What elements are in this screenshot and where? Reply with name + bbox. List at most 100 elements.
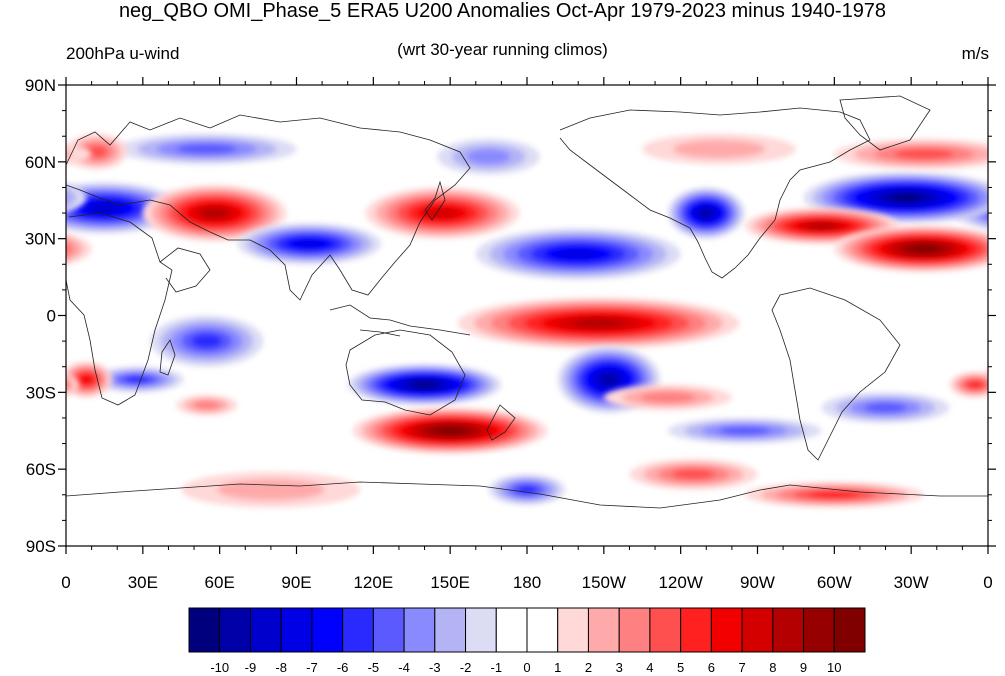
- anomaly-contour: [201, 208, 228, 219]
- lon-tick-label: 60W: [817, 573, 852, 592]
- colorbar-box: [772, 607, 805, 653]
- anomaly-blob-17: [347, 364, 502, 406]
- lon-tick-label: 0: [983, 573, 992, 592]
- colorbar-label: 1: [554, 660, 561, 675]
- lat-tick-label: 30S: [26, 383, 56, 402]
- units-label: m/s: [961, 44, 989, 63]
- anomaly-contour: [413, 381, 436, 388]
- colorbar-box: [342, 607, 374, 653]
- lon-tick-label: 30W: [894, 573, 929, 592]
- anomaly-field: [66, 133, 988, 508]
- colorbar-boxes: [188, 607, 866, 653]
- anomaly-contour: [466, 149, 511, 165]
- colorbar-label: 4: [646, 660, 653, 675]
- anomaly-blob-21: [667, 417, 822, 444]
- lat-tick-label: 90N: [25, 76, 56, 95]
- colorbar-box: [495, 607, 528, 653]
- lat-tick-label: 90S: [26, 537, 56, 556]
- anomaly-blob-7: [475, 228, 681, 280]
- anomaly-blob-6: [237, 223, 382, 265]
- axis-ticks: [58, 77, 996, 554]
- anomaly-blob-29: [66, 371, 988, 398]
- colorbar-label: -9: [245, 660, 257, 675]
- anomaly-contour: [436, 427, 465, 435]
- colorbar-box: [803, 607, 835, 653]
- colorbar-box: [188, 607, 221, 653]
- colorbar-box: [280, 607, 313, 653]
- colorbar-label: 2: [585, 660, 592, 675]
- anomaly-contour: [176, 143, 237, 155]
- colorbar-box: [526, 607, 559, 653]
- colorbar-box: [557, 607, 589, 653]
- anomaly-contour: [573, 318, 624, 328]
- anomaly-blob-10: [744, 207, 899, 244]
- colorbar-box: [649, 607, 682, 653]
- plot-title: neg_QBO OMI_Phase_5 ERA5 U200 Anomalies …: [118, 0, 887, 22]
- lon-tick-label: 150W: [582, 573, 626, 592]
- lon-tick-label: 90E: [281, 573, 311, 592]
- anomaly-contour: [672, 469, 715, 480]
- colorbar-label: 6: [708, 660, 715, 675]
- anomaly-blob-25: [744, 481, 924, 508]
- latitude-axis: 90N 60N 30N 0 30S 60S 90S: [25, 76, 56, 556]
- colorbar-box: [219, 607, 251, 653]
- colorbar-box: [311, 607, 344, 653]
- colorbar-box: [587, 607, 620, 653]
- lon-tick-label: 120W: [658, 573, 702, 592]
- colorbar-label: 8: [769, 660, 776, 675]
- colorbar-label: -2: [460, 660, 472, 675]
- anomaly-contour: [86, 145, 107, 158]
- colorbar-label: -6: [337, 660, 349, 675]
- lon-tick-label: 30E: [128, 573, 158, 592]
- anomaly-blob-28: [176, 394, 238, 416]
- colorbar-box: [833, 607, 866, 653]
- colorbar-box: [618, 607, 651, 653]
- anomaly-contour: [191, 334, 223, 349]
- coastlines: [66, 95, 988, 509]
- colorbar-box: [372, 607, 405, 653]
- colorbar-label: 9: [800, 660, 807, 675]
- anomaly-blob-19: [352, 407, 548, 454]
- anomaly-contour: [600, 374, 618, 385]
- anomaly-contour: [80, 375, 93, 384]
- variable-label: 200hPa u-wind: [66, 44, 180, 63]
- colorbar-label: 3: [616, 660, 623, 675]
- lon-tick-label: 150E: [430, 573, 470, 592]
- anomaly-contour: [891, 194, 921, 202]
- anomaly-contour: [66, 186, 77, 209]
- anomaly-blob-5: [365, 187, 520, 239]
- lat-tick-label: 60S: [26, 460, 56, 479]
- anomaly-contour: [90, 203, 118, 213]
- colorbar-box: [680, 607, 712, 653]
- anomaly-blob-22: [821, 392, 950, 424]
- lat-tick-label: 60N: [25, 153, 56, 172]
- colorbar-box: [249, 607, 282, 653]
- longitude-axis: 0 30E 60E 90E 120E 150E 180 150W 120W 90W 60W 30W 0: [61, 573, 992, 592]
- anomaly-blob-11: [66, 225, 988, 272]
- anomaly-blob-15: [150, 315, 264, 367]
- colorbar-label: -10: [210, 660, 229, 675]
- anomaly-contour: [125, 376, 151, 384]
- anomaly-blob-2: [437, 138, 540, 175]
- lon-tick-label: 0: [61, 573, 70, 592]
- lat-tick-label: 0: [47, 307, 56, 326]
- colorbar-label: -1: [490, 660, 502, 675]
- colorbar-label: 0: [523, 660, 530, 675]
- anomaly-blob-14: [457, 297, 740, 349]
- colorbar-box: [465, 607, 497, 653]
- anomaly-blob-12: [66, 138, 988, 170]
- anomaly-contour: [66, 240, 75, 258]
- anomaly-contour: [193, 400, 221, 410]
- anomaly-contour: [294, 239, 324, 248]
- anomaly-blob-8: [667, 187, 745, 239]
- colorbar-label: -3: [429, 660, 441, 675]
- colorbar-box: [434, 607, 467, 653]
- colorbar-label: 10: [827, 660, 841, 675]
- colorbar-label: -7: [306, 660, 318, 675]
- colorbar-label: -5: [368, 660, 380, 675]
- anomaly-blob-9: [66, 172, 988, 224]
- colorbar-label: 7: [738, 660, 745, 675]
- anomaly-contour: [66, 379, 70, 390]
- anomaly-contour: [66, 376, 75, 393]
